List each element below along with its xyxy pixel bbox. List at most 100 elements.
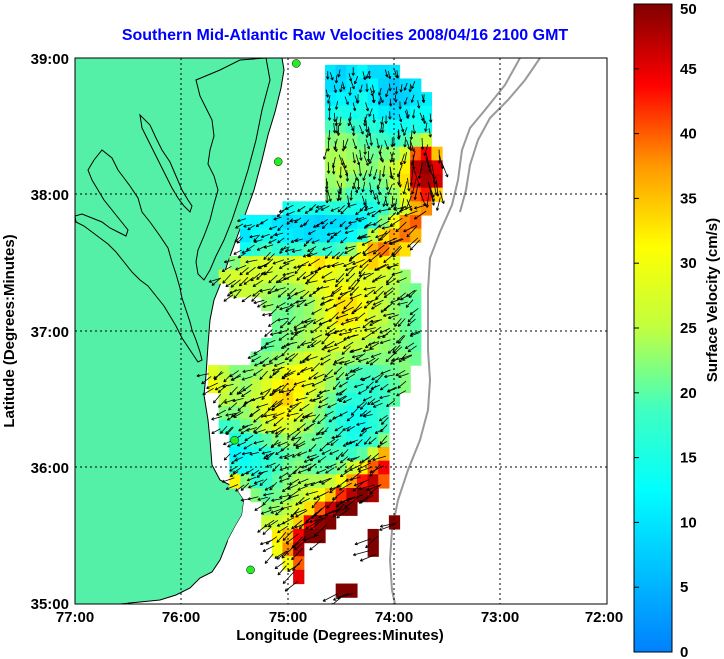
velocity-cell: [399, 214, 411, 230]
velocity-vector: [280, 246, 290, 251]
velocity-cell: [239, 447, 252, 462]
velocity-cell: [335, 119, 347, 134]
velocity-cell: [378, 187, 390, 202]
velocity-vector: [359, 554, 377, 562]
velocity-cell: [314, 337, 326, 353]
velocity-vector: [345, 272, 356, 283]
velocity-vector: [321, 427, 329, 436]
velocity-vector: [380, 369, 391, 375]
radar-site-marker: [246, 565, 255, 575]
velocity-vector: [398, 101, 402, 110]
velocity-vector: [411, 154, 416, 170]
velocity-cell: [303, 460, 315, 475]
velocity-cell: [261, 228, 273, 243]
velocity-vector: [225, 484, 239, 491]
velocity-vector: [340, 449, 349, 458]
velocity-vector: [367, 453, 380, 463]
velocity-cell: [335, 133, 347, 148]
velocity-vector: [228, 402, 238, 411]
velocity-vector: [293, 508, 307, 515]
colorbar-tick-label: 35: [680, 190, 697, 207]
velocity-cell: [325, 201, 337, 216]
y-tick-label: 35:00: [31, 596, 69, 613]
velocity-vector: [398, 175, 402, 188]
velocity-cell: [271, 351, 284, 366]
velocity-vector: [363, 414, 373, 418]
velocity-vector: [358, 217, 367, 222]
velocity-vector: [235, 223, 244, 229]
velocity-vector: [241, 376, 253, 381]
velocity-vector: [309, 518, 324, 531]
velocity-vector: [298, 497, 310, 505]
velocity-cell: [356, 255, 369, 271]
velocity-vector: [283, 370, 296, 377]
velocity-vector: [257, 496, 268, 501]
velocity-vector: [260, 233, 270, 239]
velocity-cell: [378, 78, 390, 93]
velocity-vector: [386, 400, 395, 408]
velocity-vector: [420, 137, 425, 150]
velocity-cell: [239, 283, 252, 298]
velocity-vector: [259, 288, 271, 293]
velocity-vector: [353, 383, 364, 389]
velocity-vector: [376, 178, 382, 190]
velocity-vector: [359, 402, 368, 410]
velocity-cell: [399, 174, 411, 189]
velocity-cell: [303, 214, 315, 230]
velocity-cell: [335, 337, 347, 353]
velocity-vector: [320, 358, 331, 366]
velocity-cell: [218, 392, 230, 407]
velocity-vector: [277, 317, 288, 322]
velocity-vector: [316, 389, 327, 398]
velocity-vector: [308, 444, 317, 453]
velocity-cell: [250, 392, 262, 407]
y-tick-label: 39:00: [31, 51, 69, 68]
velocity-vector: [293, 326, 306, 331]
velocity-vector: [355, 439, 363, 447]
velocity-vector: [236, 441, 247, 447]
velocity-vector: [381, 225, 395, 230]
velocity-vector: [320, 354, 331, 361]
velocity-vector: [339, 411, 348, 417]
velocity-vector: [396, 205, 406, 215]
velocity-vector: [253, 413, 264, 423]
velocity-vector: [307, 252, 318, 258]
colorbar-tick-label: 50: [680, 1, 697, 18]
velocity-vector: [362, 170, 368, 181]
velocity-cell: [229, 447, 241, 462]
velocity-vector: [222, 274, 232, 284]
velocity-vector: [365, 122, 369, 133]
velocity-vector: [321, 449, 332, 455]
velocity-vector: [304, 299, 316, 306]
velocity-vector: [269, 482, 278, 491]
velocity-vector: [287, 430, 298, 438]
velocity-cell: [356, 474, 369, 489]
velocity-vector: [359, 376, 371, 381]
velocity-vector: [368, 341, 380, 346]
velocity-cell: [293, 474, 305, 489]
velocity-vector: [300, 317, 312, 324]
velocity-vector: [295, 397, 308, 402]
velocity-cell: [325, 78, 337, 93]
velocity-cell: [261, 269, 273, 284]
velocity-cell: [208, 365, 220, 380]
velocity-vector: [332, 592, 349, 601]
velocity-vector: [417, 100, 421, 109]
velocity-cell: [325, 255, 337, 271]
velocity-vector: [346, 334, 359, 340]
velocity-vector: [403, 82, 408, 91]
velocity-vector: [338, 154, 344, 166]
velocity-vector: [338, 116, 342, 127]
velocity-cell: [346, 146, 358, 161]
velocity-cell: [325, 187, 337, 202]
velocity-vector: [327, 102, 332, 112]
velocity-vector: [361, 239, 373, 246]
velocity-vector: [309, 539, 324, 551]
velocity-cell: [378, 255, 390, 271]
velocity-vector: [263, 251, 271, 261]
velocity-cell: [410, 92, 422, 107]
velocity-cell: [261, 406, 273, 421]
velocity-cell: [378, 214, 390, 230]
colorbar-tick-label: 10: [680, 514, 697, 531]
velocity-cell: [367, 542, 379, 557]
